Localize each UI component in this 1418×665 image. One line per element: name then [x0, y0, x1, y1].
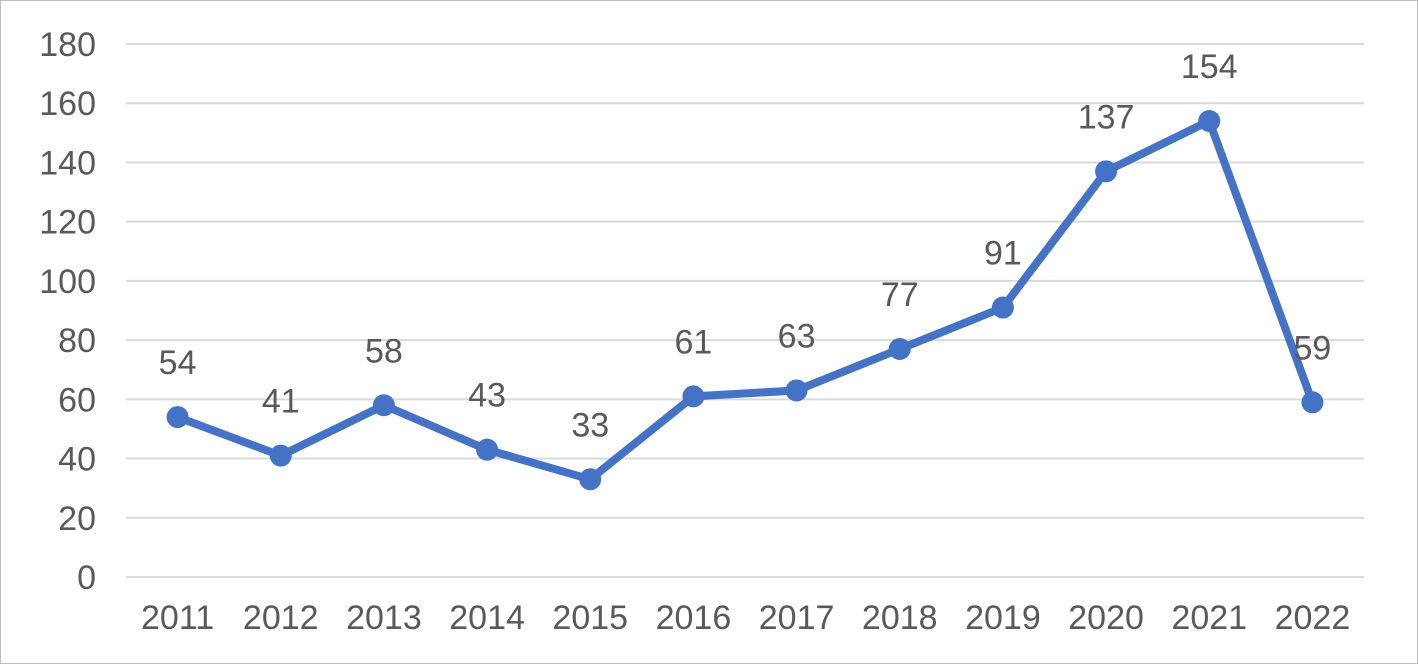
y-tick-label: 60 — [58, 381, 96, 419]
data-label: 41 — [262, 383, 300, 421]
data-point-marker — [785, 379, 808, 402]
y-tick-label: 40 — [58, 441, 96, 479]
y-tick-label: 0 — [77, 559, 96, 597]
x-tick-label: 2018 — [862, 599, 938, 637]
data-label: 63 — [778, 317, 816, 355]
y-tick-label: 100 — [39, 263, 96, 301]
x-tick-label: 2011 — [141, 599, 214, 637]
x-tick-label: 2017 — [759, 599, 835, 637]
y-tick-label: 140 — [39, 144, 96, 182]
data-point-marker — [991, 296, 1014, 319]
x-tick-label: 2020 — [1068, 599, 1144, 637]
data-label: 54 — [159, 344, 197, 382]
x-tick-label: 2013 — [346, 599, 422, 637]
data-point-marker — [372, 394, 395, 417]
y-tick-label: 20 — [58, 500, 96, 538]
x-tick-label: 2022 — [1275, 599, 1351, 637]
x-tick-label: 2016 — [656, 599, 732, 637]
data-point-marker — [476, 438, 499, 461]
x-tick-label: 2019 — [965, 599, 1041, 637]
data-label: 58 — [365, 332, 403, 370]
data-point-marker — [682, 385, 705, 408]
data-label: 154 — [1181, 48, 1238, 86]
data-point-marker — [1095, 160, 1118, 183]
x-tick-label: 2015 — [552, 599, 628, 637]
x-tick-label: 2021 — [1171, 599, 1247, 637]
data-point-marker — [166, 406, 189, 429]
data-label: 61 — [675, 323, 713, 361]
series-line — [173, 116, 1317, 484]
y-tick-label: 160 — [39, 85, 96, 123]
x-tick-label: 2012 — [243, 599, 319, 637]
y-axis-tick-labels: 0 20 40 60 80 100 120 140 160 180 — [39, 26, 96, 597]
y-tick-label: 80 — [58, 322, 96, 360]
data-point-marker — [1301, 391, 1324, 414]
y-tick-label: 120 — [39, 204, 96, 242]
data-label: 91 — [984, 235, 1022, 273]
data-label: 77 — [881, 276, 919, 314]
series-layer — [166, 109, 1324, 491]
data-point-marker — [888, 337, 911, 360]
y-tick-label: 180 — [39, 26, 96, 64]
x-axis-tick-labels: 2011 2012 2013 2014 2015 2016 2017 2018 2019 2020… — [141, 599, 1350, 637]
data-label: 59 — [1294, 329, 1332, 367]
gridlines — [126, 43, 1364, 578]
data-point-marker — [579, 468, 602, 491]
data-label: 43 — [468, 377, 506, 415]
data-point-marker — [269, 444, 292, 467]
data-labels: 54 41 58 43 33 61 63 77 91 137 154 59 — [159, 48, 1332, 444]
x-tick-label: 2014 — [449, 599, 525, 637]
data-label: 137 — [1078, 98, 1135, 136]
data-label: 33 — [571, 406, 609, 444]
data-point-marker — [1198, 109, 1221, 132]
